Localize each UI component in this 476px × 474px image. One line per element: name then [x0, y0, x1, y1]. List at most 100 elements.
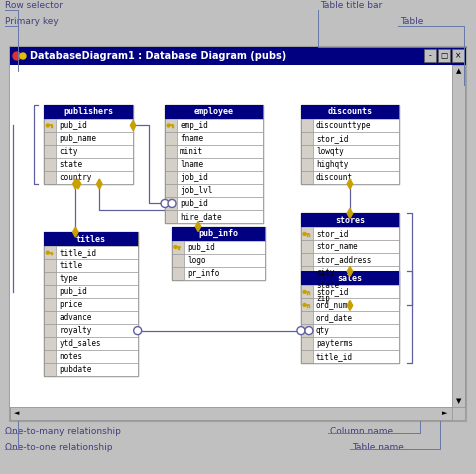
Circle shape: [161, 200, 169, 208]
Bar: [177, 132, 263, 145]
Bar: [300, 272, 398, 285]
Bar: [312, 132, 398, 145]
Circle shape: [13, 52, 21, 60]
Bar: [44, 119, 56, 132]
Bar: [177, 119, 263, 132]
Text: stor_id: stor_id: [315, 287, 347, 296]
Text: pub_id: pub_id: [59, 121, 87, 130]
Bar: [56, 298, 138, 311]
Text: job_lvl: job_lvl: [179, 186, 212, 195]
Circle shape: [133, 327, 141, 335]
Bar: [300, 299, 312, 311]
Polygon shape: [96, 179, 102, 189]
Bar: [56, 324, 138, 337]
Bar: [44, 246, 56, 259]
Text: pub_id: pub_id: [179, 199, 208, 208]
Circle shape: [174, 246, 177, 248]
Bar: [56, 285, 138, 298]
Text: stor_id: stor_id: [315, 229, 347, 238]
Bar: [56, 171, 133, 184]
Bar: [177, 158, 263, 171]
Text: Primary key: Primary key: [5, 17, 59, 26]
Bar: [312, 280, 398, 292]
Bar: [56, 272, 138, 285]
Circle shape: [20, 53, 26, 59]
Bar: [56, 363, 138, 376]
Text: highqty: highqty: [315, 160, 347, 169]
Text: One-to-many relationship: One-to-many relationship: [5, 427, 120, 436]
Circle shape: [46, 124, 49, 127]
Bar: [312, 350, 398, 364]
Bar: [300, 280, 312, 292]
Text: job_id: job_id: [179, 173, 208, 182]
Bar: [300, 324, 312, 337]
Text: titles: titles: [76, 235, 106, 244]
Bar: [451, 65, 464, 407]
Bar: [300, 292, 312, 305]
Bar: [177, 197, 263, 210]
Text: discounts: discounts: [327, 108, 372, 117]
Polygon shape: [72, 179, 78, 189]
Bar: [177, 145, 263, 158]
Text: lname: lname: [179, 160, 203, 169]
Text: title_id: title_id: [59, 248, 96, 257]
Bar: [312, 119, 398, 132]
Bar: [56, 119, 133, 132]
Bar: [165, 105, 263, 223]
Bar: [44, 311, 56, 324]
Text: publishers: publishers: [63, 108, 113, 117]
Text: pub_name: pub_name: [59, 134, 96, 143]
Bar: [312, 311, 398, 324]
Bar: [56, 158, 133, 171]
Text: Column name: Column name: [329, 427, 392, 436]
Bar: [44, 232, 138, 376]
Circle shape: [302, 291, 305, 293]
Bar: [165, 105, 263, 119]
Text: One-to-one relationship: One-to-one relationship: [5, 443, 112, 452]
Bar: [56, 132, 133, 145]
Bar: [300, 266, 312, 280]
Text: Row selector: Row selector: [5, 1, 63, 10]
Text: stor_address: stor_address: [315, 255, 371, 264]
Circle shape: [296, 327, 304, 335]
Text: state: state: [315, 282, 338, 291]
Circle shape: [302, 232, 305, 236]
Text: type: type: [59, 274, 78, 283]
Text: minit: minit: [179, 147, 203, 156]
Bar: [44, 298, 56, 311]
Bar: [171, 254, 183, 266]
Bar: [10, 407, 451, 420]
Bar: [300, 254, 312, 266]
Text: fname: fname: [179, 134, 203, 143]
Bar: [44, 132, 56, 145]
Text: zip: zip: [315, 294, 329, 303]
Text: title: title: [59, 261, 82, 270]
Text: discounttype: discounttype: [315, 121, 371, 130]
Text: city: city: [315, 268, 334, 277]
Bar: [44, 105, 133, 184]
Text: □: □: [439, 51, 446, 60]
Text: logo: logo: [187, 255, 205, 264]
Bar: [165, 197, 177, 210]
Bar: [300, 228, 312, 240]
Text: pub_info: pub_info: [198, 229, 238, 238]
Bar: [300, 213, 398, 228]
Text: pub_id: pub_id: [187, 243, 214, 252]
Bar: [171, 266, 183, 280]
Bar: [312, 240, 398, 254]
Bar: [177, 184, 263, 197]
Bar: [44, 363, 56, 376]
Text: Table: Table: [399, 17, 423, 26]
Text: sales: sales: [337, 274, 362, 283]
Circle shape: [167, 124, 170, 127]
Text: ord_date: ord_date: [315, 313, 352, 322]
Bar: [451, 49, 463, 62]
Bar: [56, 350, 138, 363]
Bar: [300, 119, 312, 132]
Text: ◄: ◄: [14, 410, 20, 417]
Bar: [56, 311, 138, 324]
Bar: [56, 337, 138, 350]
Bar: [177, 210, 263, 223]
Bar: [10, 65, 451, 407]
Bar: [312, 171, 398, 184]
